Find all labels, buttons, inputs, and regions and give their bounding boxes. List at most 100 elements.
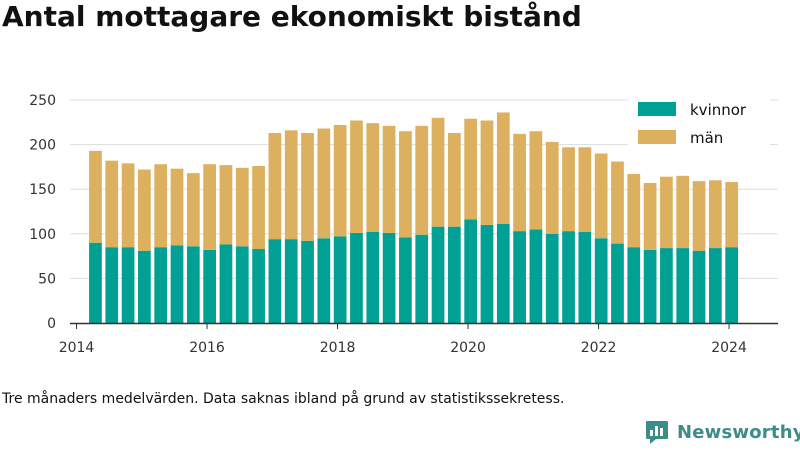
- legend-swatch: [638, 102, 676, 116]
- bar-män: [464, 118, 478, 220]
- bar-kvinnor: [333, 236, 347, 323]
- bar-män: [382, 125, 396, 233]
- bar-kvinnor: [186, 246, 200, 323]
- bar-män: [447, 133, 461, 227]
- bar-kvinnor: [268, 239, 282, 323]
- bar-män: [496, 112, 510, 224]
- legend-label: män: [690, 129, 723, 147]
- bar-kvinnor: [138, 250, 151, 323]
- bar-kvinnor: [725, 247, 739, 323]
- bar-män: [594, 153, 608, 239]
- bar-kvinnor: [89, 242, 102, 323]
- bar-kvinnor: [676, 248, 690, 323]
- newsworthy-logo-icon: [646, 421, 668, 444]
- bar-män: [203, 164, 217, 250]
- bar-män: [725, 182, 739, 248]
- y-tick-label: 250: [29, 93, 56, 109]
- bar-män: [692, 181, 706, 251]
- bar-män: [660, 176, 673, 249]
- bar-kvinnor: [382, 232, 396, 323]
- legend-swatch: [638, 130, 676, 144]
- x-tick-label: 2014: [59, 340, 95, 356]
- bar-kvinnor: [611, 243, 624, 323]
- bar-kvinnor: [399, 237, 412, 323]
- bar-män: [89, 150, 102, 243]
- bar-kvinnor: [660, 248, 673, 323]
- bar-män: [529, 131, 543, 230]
- footnote: Tre månaders medelvärden. Data saknas ib…: [2, 391, 565, 407]
- bar-kvinnor: [480, 224, 494, 323]
- bar-kvinnor: [366, 232, 380, 323]
- bar-kvinnor: [415, 234, 429, 323]
- bar-män: [578, 147, 592, 233]
- bar-kvinnor: [643, 249, 657, 323]
- bar-män: [301, 133, 314, 241]
- bar-män: [170, 168, 184, 246]
- bar-kvinnor: [252, 248, 265, 323]
- bar-män: [708, 180, 722, 249]
- axes: 0 50 100 150 200 250 2014 2016 2018 2020 2022 2024: [29, 93, 778, 356]
- bar-kvinnor: [154, 247, 168, 323]
- bar-män: [186, 173, 200, 247]
- bar-kvinnor: [121, 247, 135, 323]
- bar-män: [317, 128, 331, 239]
- y-tick-label: 0: [47, 316, 56, 332]
- legend: kvinnor män: [628, 96, 770, 150]
- bar-män: [399, 131, 412, 238]
- bar-män: [627, 174, 641, 248]
- bar-män: [252, 166, 265, 249]
- bar-kvinnor: [219, 244, 233, 323]
- y-tick-label: 200: [29, 138, 56, 154]
- x-tick-label: 2018: [320, 340, 356, 356]
- brand-name: Newsworthy: [677, 421, 800, 443]
- bar-män: [643, 182, 657, 250]
- bar-kvinnor: [594, 238, 608, 323]
- bar-män: [415, 125, 429, 235]
- y-tick-label: 50: [38, 271, 56, 287]
- bar-män: [121, 163, 135, 248]
- brand: Newsworthy: [644, 419, 800, 445]
- bar-män: [513, 133, 526, 232]
- bar-män: [154, 164, 168, 248]
- bar-kvinnor: [496, 223, 510, 323]
- bar-män: [480, 120, 494, 225]
- bar-kvinnor: [447, 226, 461, 323]
- bar-kvinnor: [562, 231, 575, 323]
- bar-kvinnor: [545, 233, 559, 323]
- x-tick-label: 2016: [189, 340, 225, 356]
- bar-män: [562, 147, 575, 232]
- bar-män: [611, 161, 624, 244]
- bar-kvinnor: [513, 231, 526, 323]
- bar-män: [138, 169, 151, 251]
- bar-män: [350, 120, 363, 233]
- x-tick-label: 2022: [581, 340, 617, 356]
- bar-män: [676, 175, 690, 249]
- bar-män: [268, 133, 282, 240]
- y-tick-label: 150: [29, 182, 56, 198]
- bar-kvinnor: [350, 232, 363, 323]
- bar-män: [235, 167, 249, 247]
- bar-män: [284, 130, 298, 240]
- bar-män: [545, 141, 559, 234]
- bar-kvinnor: [692, 250, 706, 323]
- bar-kvinnor: [431, 226, 445, 323]
- bar-kvinnor: [708, 248, 722, 323]
- y-tick-label: 100: [29, 227, 56, 243]
- bar-kvinnor: [301, 240, 314, 323]
- x-tick-label: 2020: [450, 340, 486, 356]
- bar-kvinnor: [464, 219, 478, 323]
- bar-kvinnor: [529, 229, 543, 323]
- bar-kvinnor: [203, 249, 217, 323]
- bar-kvinnor: [317, 238, 331, 323]
- bar-kvinnor: [105, 247, 119, 323]
- bar-kvinnor: [578, 232, 592, 323]
- bar-män: [431, 117, 445, 227]
- bar-kvinnor: [235, 246, 249, 323]
- bar-män: [366, 123, 380, 233]
- x-tick-label: 2024: [711, 340, 747, 356]
- bar-män: [333, 124, 347, 237]
- legend-label: kvinnor: [690, 101, 747, 119]
- chart-title: Antal mottagare ekonomiskt bistånd: [2, 0, 582, 33]
- bar-män: [105, 160, 119, 248]
